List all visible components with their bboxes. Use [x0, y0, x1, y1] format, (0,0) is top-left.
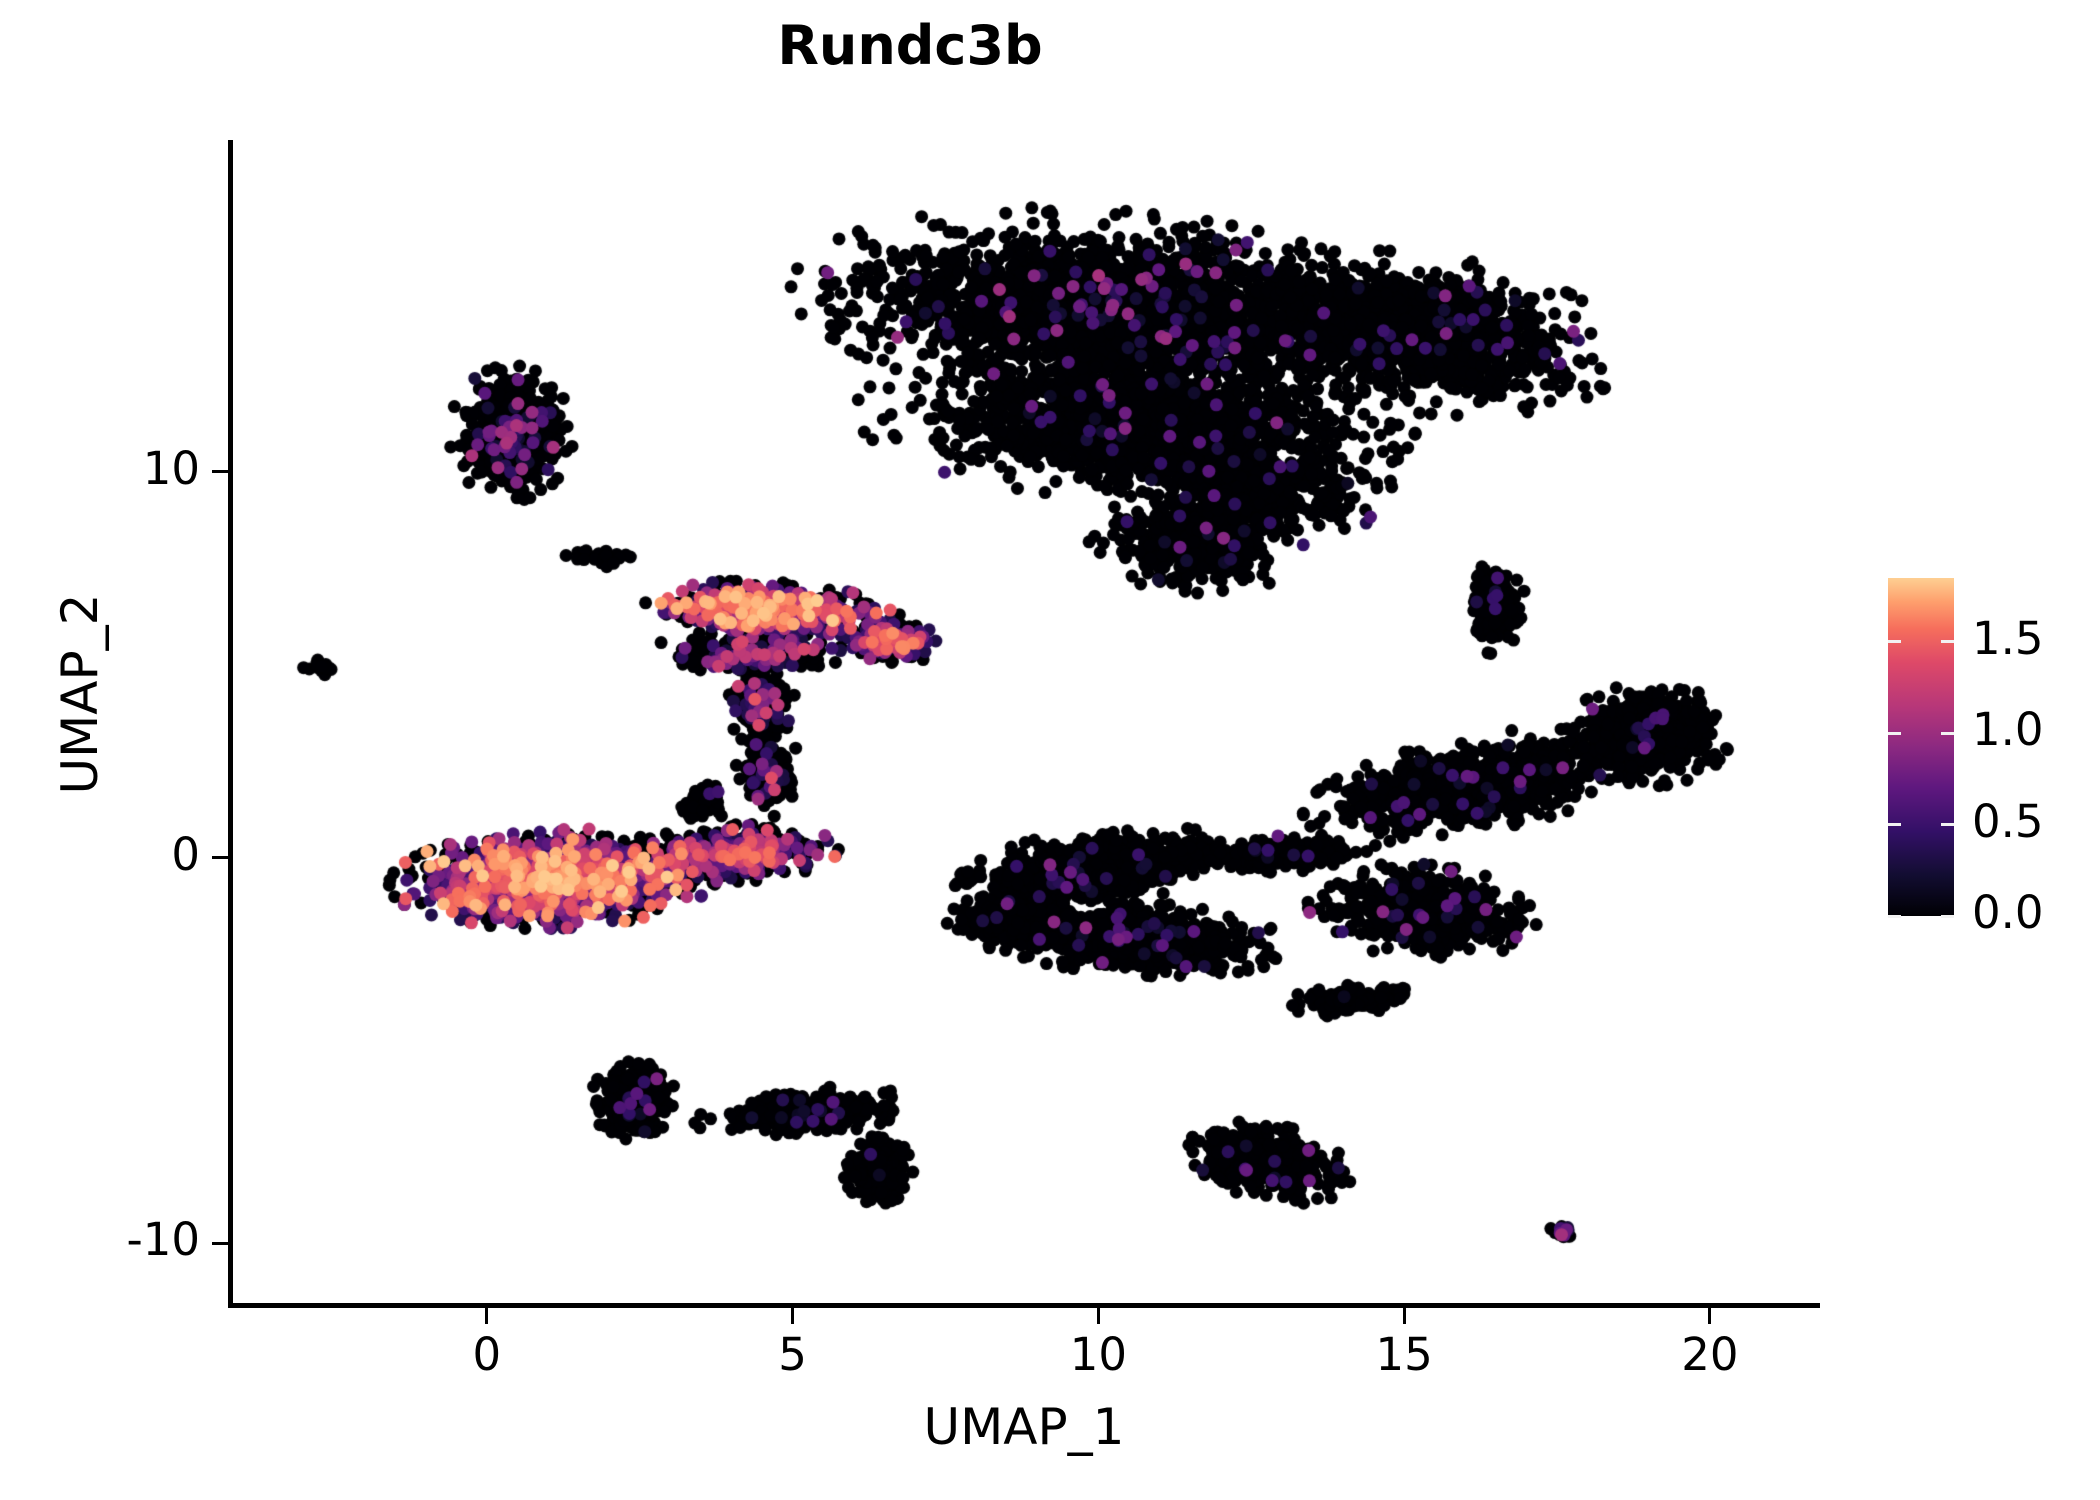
- colorbar: 0.0 0.5 1.0 1.5: [1888, 578, 2068, 958]
- colorbar-tick-mark: [1941, 731, 1954, 735]
- x-axis-spine: [228, 1303, 1820, 1308]
- x-tick-mark: [1096, 1308, 1100, 1324]
- colorbar-tick-mark: [1888, 640, 1901, 644]
- x-tick-label: 15: [1375, 1328, 1433, 1381]
- x-tick-label: 5: [778, 1328, 807, 1381]
- colorbar-tick-mark: [1941, 914, 1954, 918]
- umap-scatter-points: [230, 140, 1820, 1305]
- x-tick-mark: [1402, 1308, 1406, 1324]
- colorbar-tick-mark: [1888, 914, 1901, 918]
- colorbar-tick-mark: [1888, 823, 1901, 827]
- x-tick-mark: [485, 1308, 489, 1324]
- y-tick-label: 10: [142, 441, 200, 495]
- colorbar-tick-mark: [1888, 731, 1901, 735]
- x-tick-label: 10: [1069, 1328, 1127, 1381]
- x-tick-label: 0: [472, 1328, 502, 1381]
- colorbar-tick-label: 0.0: [1972, 886, 2044, 939]
- y-tick-label: 0: [171, 827, 200, 881]
- scatter-plot-axes: [230, 140, 1820, 1305]
- x-tick-label: 20: [1681, 1328, 1739, 1381]
- x-tick-mark: [1708, 1308, 1712, 1324]
- y-axis-spine: [228, 140, 233, 1308]
- colorbar-gradient-bar: [1888, 578, 1954, 916]
- x-tick-mark: [791, 1308, 795, 1324]
- y-tick-mark: [212, 1241, 228, 1245]
- colorbar-tick-mark: [1941, 640, 1954, 644]
- page-title: Rundc3b: [777, 14, 1043, 77]
- y-tick-mark: [212, 470, 228, 474]
- colorbar-tick-label: 1.5: [1972, 611, 2044, 665]
- colorbar-tick-label: 1.0: [1972, 703, 2044, 757]
- y-tick-label: -10: [126, 1213, 201, 1267]
- colorbar-tick-mark: [1941, 823, 1954, 827]
- x-axis-label: UMAP_1: [923, 1398, 1125, 1456]
- y-axis-label: UMAP_2: [51, 593, 109, 795]
- colorbar-tick-label: 0.5: [1972, 794, 2044, 848]
- y-tick-mark: [212, 856, 228, 860]
